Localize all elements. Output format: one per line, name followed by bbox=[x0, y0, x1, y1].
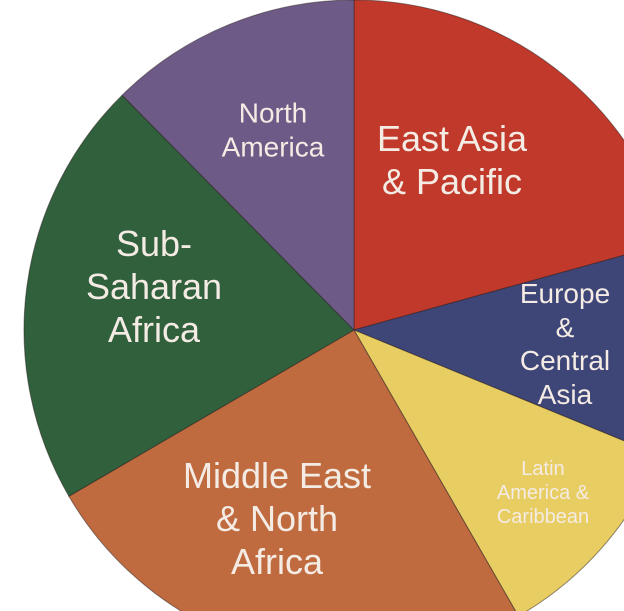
slice-label: Middle East & North Africa bbox=[182, 455, 372, 583]
pie-slice bbox=[352, 328, 624, 611]
pie-slice bbox=[352, 254, 624, 442]
slice-label: Latin America & Caribbean bbox=[496, 458, 590, 528]
slice-label: East Asia & Pacific bbox=[376, 117, 528, 202]
pie-slice bbox=[121, 0, 355, 332]
pie-slice bbox=[68, 329, 517, 611]
pie-slice bbox=[353, 0, 624, 331]
pie-slice bbox=[23, 94, 355, 497]
slice-label: Europe & Central Asia bbox=[519, 277, 611, 410]
slice-label: Sub- Saharan Africa bbox=[85, 223, 223, 351]
slice-label: North America bbox=[221, 97, 325, 162]
